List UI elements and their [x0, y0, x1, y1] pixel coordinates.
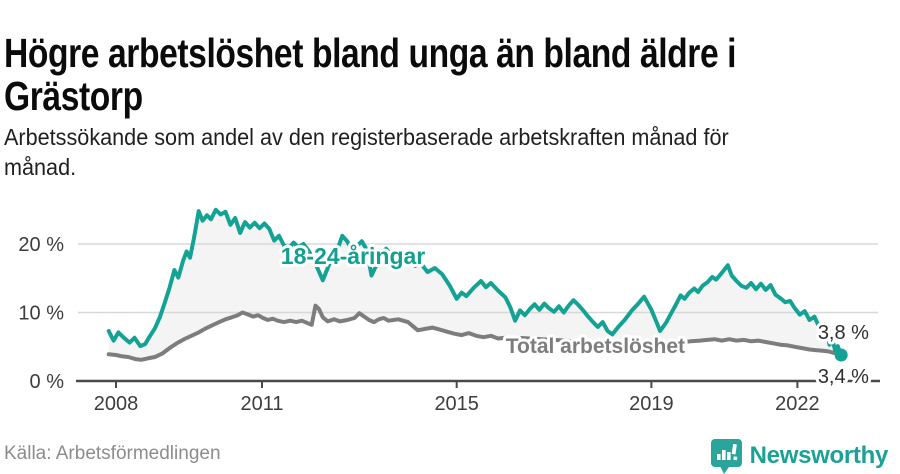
series-end-dot: [834, 348, 848, 362]
chart-subtitle: Arbetssökande som andel av den registerb…: [4, 124, 729, 180]
x-axis-tick-label: 2022: [775, 393, 820, 415]
y-axis-tick-label: 20 %: [18, 234, 64, 256]
chart-annotation: 18-24-åringar: [281, 243, 426, 269]
series-line-youth: [106, 207, 844, 357]
x-axis-tick-label: 2011: [241, 393, 284, 415]
chart-annotation: Total arbetslöshet: [506, 335, 685, 358]
x-axis-tick-label: 2008: [94, 393, 139, 415]
chart-annotation: 3,8 %: [818, 322, 869, 344]
newsworthy-wordmark: Newsworthy: [749, 442, 889, 469]
newsworthy-bubble-chart-icon: [710, 439, 742, 474]
y-axis-tick-label: 10 %: [18, 303, 64, 325]
page-title: Högre arbetslöshet bland unga än bland ä…: [4, 30, 737, 120]
series-line-total: [106, 303, 844, 362]
chart-annotation: 3,4 %: [818, 366, 869, 388]
x-axis-tick-label: 2019: [629, 393, 674, 415]
newsworthy-logo-link[interactable]: Newsworthy: [710, 438, 888, 474]
unemployment-line-chart: 0 % 10 % 20 % 2008 2011 2015 2019 2022 18-24-åri…: [18, 207, 880, 415]
source-note: Källa: Arbetsförmedlingen: [4, 443, 221, 464]
x-axis-tick-label: 2015: [434, 393, 479, 415]
y-axis-tick-label: 0 %: [30, 371, 65, 393]
